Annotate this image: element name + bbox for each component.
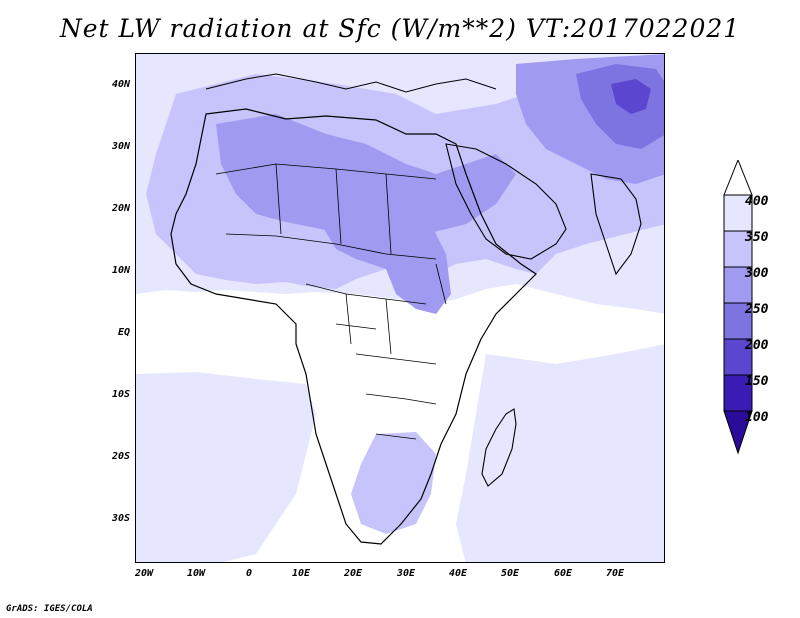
colorbar-segment <box>723 230 753 268</box>
colorbar-segment <box>723 194 753 232</box>
southern-ocean-shading <box>136 372 316 562</box>
indian-ocean-shading <box>456 344 664 562</box>
lon-label: 10E <box>291 568 311 579</box>
lon-label: 70E <box>605 568 625 579</box>
lon-label: 50E <box>500 568 520 579</box>
colorbar-top-triangle <box>723 160 753 196</box>
lat-label: 30N <box>111 141 130 152</box>
lat-label: 10N <box>111 265 130 276</box>
southern-africa-shading <box>351 432 436 534</box>
sahara-shading <box>216 114 516 234</box>
colorbar <box>723 160 753 455</box>
colorbar-label: 400 <box>745 194 769 209</box>
europe-coastline <box>205 73 497 93</box>
colorbar-bottom-triangle <box>723 410 753 455</box>
colorbar-segment <box>723 266 753 304</box>
india-coastline <box>590 173 642 276</box>
lat-label: 30S <box>111 513 130 524</box>
colorbar-segment <box>723 374 753 412</box>
lon-label: 20E <box>343 568 363 579</box>
lon-label: 40E <box>448 568 468 579</box>
lat-label: EQ <box>117 327 130 338</box>
lat-label: 40N <box>111 79 130 90</box>
country-boundaries <box>215 163 447 440</box>
colorbar-label: 350 <box>745 230 769 245</box>
colorbar-label: 250 <box>745 302 769 317</box>
colorbar-label: 100 <box>745 410 769 425</box>
lon-label: 0 <box>245 568 253 579</box>
colorbar-label: 200 <box>745 338 769 353</box>
credit-text: GrADS: IGES/COLA <box>6 604 93 614</box>
lon-label: 10W <box>186 568 206 579</box>
lon-label: 30E <box>396 568 416 579</box>
colorbar-segment <box>723 338 753 376</box>
madagascar-coastline <box>481 408 517 487</box>
lon-label: 20W <box>134 568 154 579</box>
lat-label: 20N <box>111 203 130 214</box>
chart-title: Net LW radiation at Sfc (W/m**2) VT:2017… <box>59 14 741 43</box>
colorbar-segment <box>723 302 753 340</box>
colorbar-label: 300 <box>745 266 769 281</box>
arabia-coastline <box>445 143 567 260</box>
colorbar-label: 150 <box>745 374 769 389</box>
lat-label: 20S <box>111 451 130 462</box>
radiation-map <box>136 54 664 562</box>
africa-coastline <box>170 108 537 545</box>
himalaya-core-shading <box>611 79 651 114</box>
lon-label: 60E <box>553 568 573 579</box>
map-panel <box>135 53 665 563</box>
lat-label: 10S <box>111 389 130 400</box>
